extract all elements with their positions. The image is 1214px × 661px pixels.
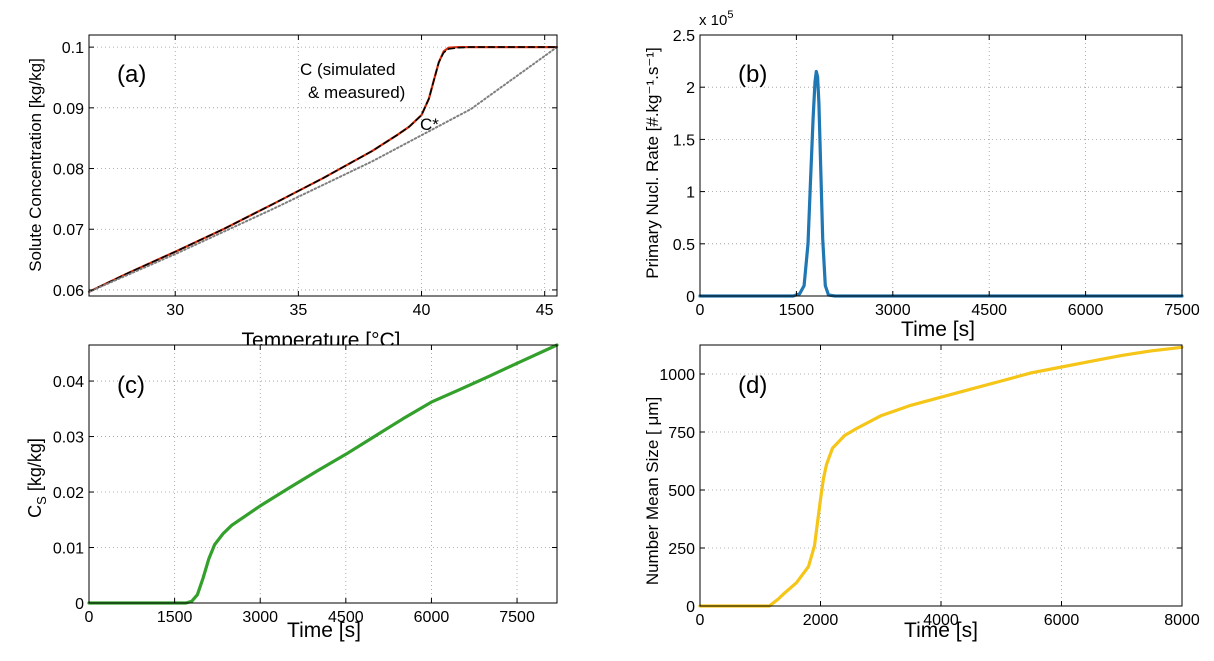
plot-area-d: 0 2000 4000 6000 8000 0 250 500 750 1000 (659, 344, 1200, 629)
y-tick-label: 0.08 (53, 162, 84, 179)
plot-background-c (89, 345, 557, 603)
x-tick-label: 7500 (499, 609, 535, 626)
x-tick-label: 35 (289, 302, 307, 319)
axes-frame-a (88, 34, 558, 297)
x-tick-label: 8000 (1164, 612, 1200, 629)
axes-frame-c (88, 344, 558, 604)
series-line-a-2 (88, 46, 558, 293)
y-tick-label: 750 (668, 425, 695, 442)
y-tick-label: 0.03 (53, 430, 84, 447)
y-tick-label: 0.09 (53, 101, 84, 118)
y-tick-label: 0.01 (53, 541, 84, 558)
x-tick-label: 6000 (414, 609, 450, 626)
annotation-c-measured: & measured) (308, 83, 405, 102)
x-axis-label-b: Time [s] (901, 318, 975, 341)
y-tick-label: 2.5 (673, 28, 695, 45)
x-tick-label: 6000 (1044, 612, 1080, 629)
series-line-d-0 (698, 345, 1184, 608)
annotation-c-star: C* (420, 115, 439, 134)
plot-area-a: 30 35 40 45 0.06 0.07 0.08 0.09 0.1 (53, 34, 559, 319)
x-tick-label: 6000 (1068, 302, 1104, 319)
panel-c: 0 1500 3000 4500 6000 7500 0 0.01 0.02 0.03 0.04 (… (25, 343, 559, 642)
plot-background-d (700, 345, 1182, 606)
x-tick-label: 3000 (242, 609, 278, 626)
panel-b-label: (b) (738, 61, 767, 88)
y-tick-label: 1 (686, 185, 695, 202)
y-tick-label: 0.5 (673, 237, 695, 254)
panel-b: 0 1500 3000 4500 6000 7500 0 0.5 1 1.5 2 2.5 (b) x … (643, 9, 1200, 341)
x-tick-label: 3000 (875, 302, 911, 319)
y-axis-label-a: Solute Concentration [kg/kg] (26, 58, 45, 272)
x-tick-label: 45 (536, 302, 554, 319)
panel-d-label: (d) (738, 372, 767, 399)
series-line-c-0 (87, 343, 559, 605)
x-tick-label: 40 (413, 302, 431, 319)
x-tick-label: 0 (696, 302, 705, 319)
x-axis-label-d: Time [s] (904, 619, 978, 642)
panel-a: 30 35 40 45 0.06 0.07 0.08 0.09 0.1 (a) C (simul… (26, 34, 559, 352)
x-tick-label: 4500 (971, 302, 1007, 319)
panel-d: 0 2000 4000 6000 8000 0 250 500 750 1000 (d) Time… (643, 344, 1200, 642)
y-axis-label-d: Number Mean Size [ μm] (643, 397, 662, 585)
panel-a-label: (a) (117, 61, 146, 88)
y-axis-label-c: CS [kg/kg] (25, 438, 49, 518)
y-tick-label: 0.1 (62, 40, 84, 57)
plot-background-b (700, 35, 1182, 296)
annotation-c-simulated: C (simulated (300, 60, 395, 79)
exponent-label-b: x 105 (699, 9, 733, 29)
x-tick-label: 0 (85, 609, 94, 626)
x-tick-label: 1500 (779, 302, 815, 319)
y-tick-label: 0.02 (53, 485, 84, 502)
axes-frame-b (699, 34, 1183, 297)
series-line-a-1 (88, 46, 558, 293)
plot-area-c: 0 1500 3000 4500 6000 7500 0 0.01 0.02 0.03 0.04 (53, 343, 559, 626)
x-tick-label: 2000 (803, 612, 839, 629)
series-line-b-0 (698, 69, 1184, 298)
y-tick-label: 500 (668, 483, 695, 500)
x-tick-label: 0 (696, 612, 705, 629)
plot-area-b: 0 1500 3000 4500 6000 7500 0 0.5 1 1.5 2 2.5 (673, 28, 1200, 319)
y-tick-label: 0.04 (53, 374, 84, 391)
y-tick-label: 0.06 (53, 283, 84, 300)
x-tick-label: 4500 (328, 609, 364, 626)
x-tick-label: 1500 (157, 609, 193, 626)
y-tick-label: 1.5 (673, 132, 695, 149)
x-axis-label-c: Time [s] (287, 619, 361, 642)
y-tick-label: 250 (668, 541, 695, 558)
plot-background-a (89, 35, 557, 296)
y-tick-label: 1000 (659, 367, 695, 384)
y-tick-label: 0 (686, 289, 695, 306)
panel-c-label: (c) (117, 372, 145, 399)
x-tick-label: 4000 (923, 612, 959, 629)
x-tick-label: 30 (166, 302, 184, 319)
y-tick-label: 0 (686, 599, 695, 616)
y-tick-label: 0 (75, 596, 84, 613)
y-tick-label: 0.07 (53, 222, 84, 239)
y-tick-label: 2 (686, 80, 695, 97)
y-axis-label-b: Primary Nucl. Rate [#.kg⁻¹.s⁻¹] (643, 47, 662, 278)
x-tick-label: 7500 (1164, 302, 1200, 319)
